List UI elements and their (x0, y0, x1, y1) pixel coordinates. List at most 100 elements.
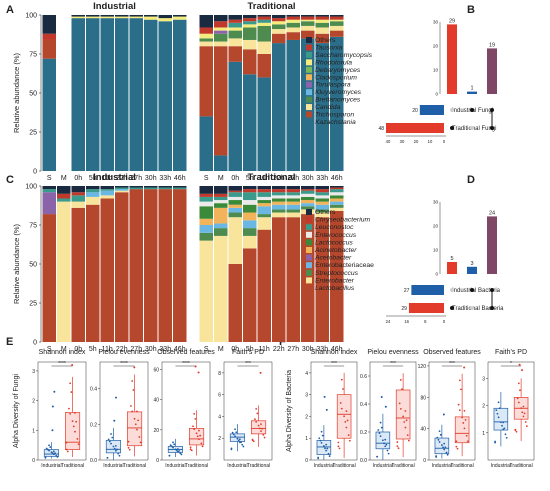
set-axis-tick-label: 0 (443, 139, 446, 144)
data-point (498, 407, 501, 410)
bar-segment (100, 190, 114, 196)
set-name-label: Industrial Bacteria (452, 288, 501, 294)
x-tick-label: Industrial (165, 463, 185, 469)
bar-segment (158, 18, 172, 22)
data-point (520, 407, 523, 410)
x-tick-label: Industrial (103, 463, 123, 469)
bar-segment (129, 187, 143, 190)
bar-segment (144, 187, 158, 190)
data-point (49, 446, 52, 448)
y-tick-label: 0.6 (360, 374, 367, 380)
data-point (337, 441, 340, 444)
bar-segment (286, 195, 300, 199)
data-point (514, 428, 517, 431)
bar-segment (315, 192, 329, 196)
bar-segment (100, 186, 114, 190)
bar-segment (86, 189, 100, 193)
data-point (48, 449, 50, 452)
bar-segment (272, 189, 286, 193)
bar-segment (158, 15, 172, 19)
bar-segment (115, 186, 129, 188)
data-point (438, 430, 441, 433)
bar-segment (301, 25, 315, 31)
data-point (458, 409, 461, 411)
y-tick-label: 0 (33, 340, 37, 347)
data-point (437, 438, 440, 441)
data-point (138, 436, 141, 438)
outlier-point (518, 363, 521, 366)
bar-segment (42, 186, 56, 190)
y-tick-label: 1 (32, 428, 35, 434)
y-tick-label: 20 (153, 428, 159, 434)
legend-swatch (306, 44, 312, 51)
bar-segment (272, 43, 286, 171)
subplot-frame (369, 361, 417, 461)
bar-segment (286, 189, 300, 193)
set-axis-tick-label: 16 (404, 319, 409, 324)
bar-segment (214, 41, 228, 47)
data-point (396, 445, 399, 448)
bar-segment (42, 58, 56, 171)
y-tick-label: 3 (482, 376, 485, 382)
legend-swatch (306, 231, 312, 238)
bar-segment (71, 18, 85, 172)
significance-label: **** (120, 361, 128, 367)
bar-segment (115, 16, 129, 19)
bar-segment (42, 189, 56, 193)
bar-segment (129, 18, 143, 172)
bar-segment (315, 204, 329, 210)
bar-segment (228, 217, 242, 264)
data-point (48, 444, 50, 447)
outlier-point (114, 396, 117, 399)
data-point (45, 447, 48, 450)
data-point (442, 446, 444, 449)
x-tick-label: Traditional (510, 463, 533, 469)
bar-segment (301, 206, 315, 210)
data-point (494, 441, 497, 444)
x-tick-label: 22h (273, 175, 285, 182)
bar-segment (301, 16, 315, 20)
data-point (407, 439, 410, 442)
membership-dot (450, 306, 454, 310)
significance-label: **** (58, 361, 66, 367)
bar-segment (158, 187, 172, 190)
data-point (398, 402, 401, 405)
legend-label: Enterobacter (315, 277, 355, 284)
box (189, 427, 205, 446)
data-point (321, 434, 324, 437)
bar-segment (214, 196, 228, 201)
bar-segment (144, 186, 158, 188)
data-point (46, 448, 49, 451)
legend-swatch (306, 74, 312, 81)
bar-segment (173, 186, 187, 188)
bar-segment (57, 201, 71, 342)
data-point (238, 438, 241, 441)
data-point (465, 434, 468, 437)
data-point (523, 412, 526, 415)
data-point (443, 448, 446, 451)
x-tick-label: S (204, 175, 209, 182)
data-point (234, 435, 236, 438)
bar-segment (71, 195, 85, 202)
bar-segment (243, 186, 257, 190)
legend-label: Chryseobacterium (315, 217, 370, 224)
bar-segment (243, 24, 257, 28)
data-point (340, 378, 343, 381)
outlier-point (442, 413, 445, 416)
bar-segment (173, 189, 187, 342)
bar-segment (257, 214, 271, 218)
significance-label: * (510, 361, 512, 367)
data-point (404, 426, 407, 429)
bar-segment (301, 203, 315, 207)
x-tick-label: 0h (74, 346, 82, 353)
y-tick-label: 60 (153, 368, 159, 374)
data-point (114, 449, 117, 452)
data-point (108, 440, 111, 443)
legend-swatch (306, 104, 312, 111)
bar-segment (214, 21, 228, 28)
bar-segment (228, 38, 242, 47)
data-point (320, 430, 323, 433)
y-tick-label: 50 (29, 91, 37, 98)
data-point (496, 412, 499, 415)
bar-segment (257, 22, 271, 26)
